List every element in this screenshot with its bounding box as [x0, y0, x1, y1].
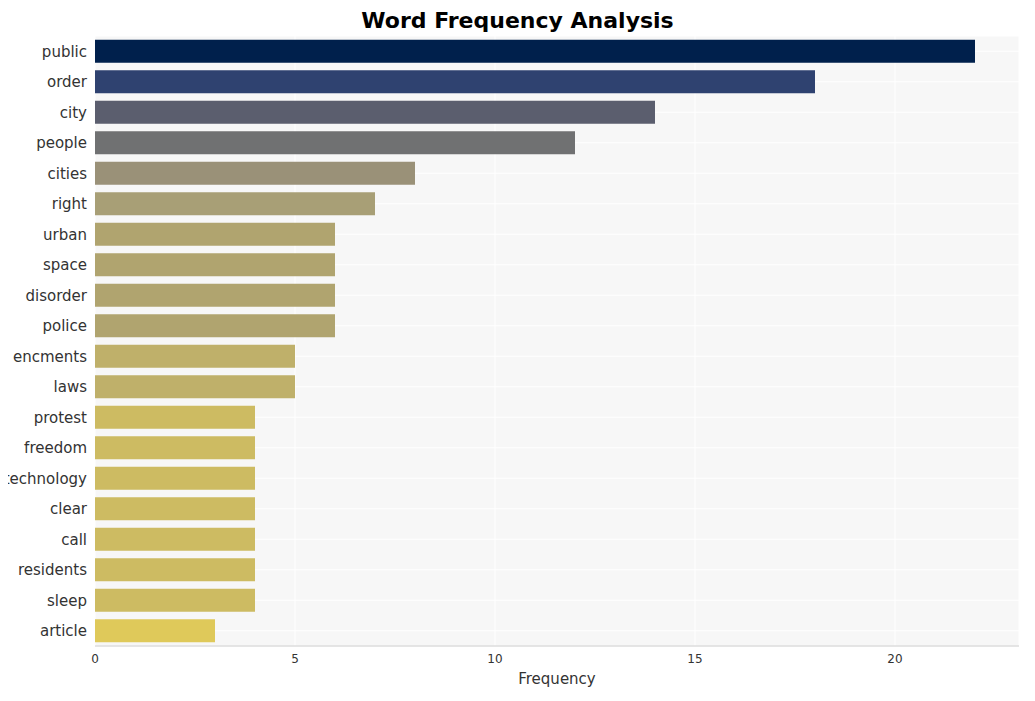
svg-text:technology: technology	[8, 470, 87, 488]
svg-text:sleep: sleep	[47, 592, 87, 610]
svg-text:20: 20	[887, 652, 902, 666]
svg-text:urban: urban	[43, 226, 87, 244]
svg-text:laws: laws	[54, 378, 88, 396]
svg-text:people: people	[36, 134, 87, 152]
svg-text:residents: residents	[18, 561, 87, 579]
svg-text:encments: encments	[13, 348, 87, 366]
svg-text:cities: cities	[47, 165, 87, 183]
svg-text:disorder: disorder	[25, 287, 87, 305]
svg-text:call: call	[61, 531, 87, 549]
svg-text:Frequency: Frequency	[518, 670, 596, 688]
svg-text:15: 15	[687, 652, 702, 666]
svg-text:article: article	[40, 622, 87, 640]
html-text:Word Frequency Analysis: Word Frequency Analysis	[361, 8, 674, 33]
svg-text:clear: clear	[50, 500, 88, 518]
svg-text:right: right	[52, 195, 87, 213]
svg-text:0: 0	[91, 652, 99, 666]
svg-text:freedom: freedom	[24, 439, 87, 457]
svg-text:city: city	[60, 104, 87, 122]
svg-text:protest: protest	[34, 409, 87, 427]
svg-text:space: space	[43, 256, 87, 274]
svg-text:order: order	[47, 73, 88, 91]
svg-text:5: 5	[291, 652, 299, 666]
svg-text:public: public	[42, 43, 87, 61]
svg-text:10: 10	[487, 652, 502, 666]
svg-text:police: police	[42, 317, 87, 335]
